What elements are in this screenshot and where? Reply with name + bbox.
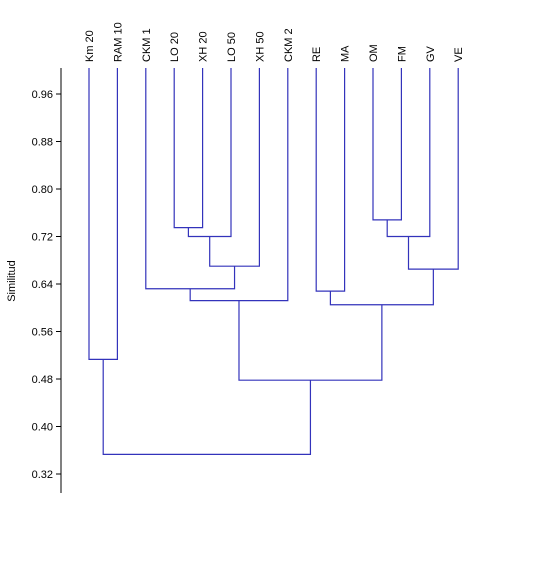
- dendrogram-link: [173, 68, 204, 229]
- dendrogram-link: [88, 68, 118, 361]
- dendrogram-link: [145, 68, 236, 290]
- leaf-label: VE: [453, 47, 465, 62]
- leaf-label: FM: [396, 46, 408, 62]
- y-axis-label: Similitud: [6, 260, 18, 302]
- dendrogram-link: [386, 68, 431, 238]
- dendrogram-link: [187, 68, 232, 238]
- leaf-label: LO 50: [226, 32, 238, 62]
- leaf-label: CKM 1: [141, 28, 153, 62]
- dendrogram-link: [372, 68, 402, 221]
- leaf-label: MA: [340, 45, 352, 62]
- leaf-label: XH 20: [198, 31, 210, 62]
- leaf-label: GV: [425, 45, 437, 62]
- leaf-label: LO 20: [169, 32, 181, 62]
- dendrogram-links: [88, 68, 459, 456]
- y-tick-label: 0.80: [32, 184, 53, 196]
- leaf-label: RE: [311, 47, 323, 62]
- dendrogram-link: [102, 359, 312, 456]
- leaf-label: Km 20: [84, 30, 96, 62]
- leaf-label: XH 50: [254, 31, 266, 62]
- leaf-label: RAM 10: [112, 22, 124, 62]
- dendrogram-link: [315, 68, 346, 292]
- y-axis: 0.96 0.88 0.80 0.72 0.64 0.56 0.48 0.40 0.32: [32, 68, 62, 493]
- y-tick-label: 0.72: [32, 232, 53, 244]
- y-tick-label: 0.40: [32, 422, 53, 434]
- y-tick-label: 0.88: [32, 137, 53, 149]
- leaf-label: OM: [368, 44, 380, 62]
- y-tick-label: 0.96: [32, 89, 53, 101]
- leaf-label: CKM 2: [283, 28, 295, 62]
- y-tick-label: 0.32: [32, 469, 53, 481]
- y-tick-label: 0.64: [32, 279, 53, 291]
- y-tick-label: 0.48: [32, 374, 53, 386]
- dendrogram-link: [238, 300, 383, 381]
- leaf-labels: Km 20 RAM 10 CKM 1 LO 20 XH 20 LO 50 XH 50 CKM …: [84, 22, 465, 62]
- dendrogram-link: [329, 269, 434, 306]
- y-tick-label: 0.56: [32, 327, 53, 339]
- dendrogram-link: [407, 68, 459, 270]
